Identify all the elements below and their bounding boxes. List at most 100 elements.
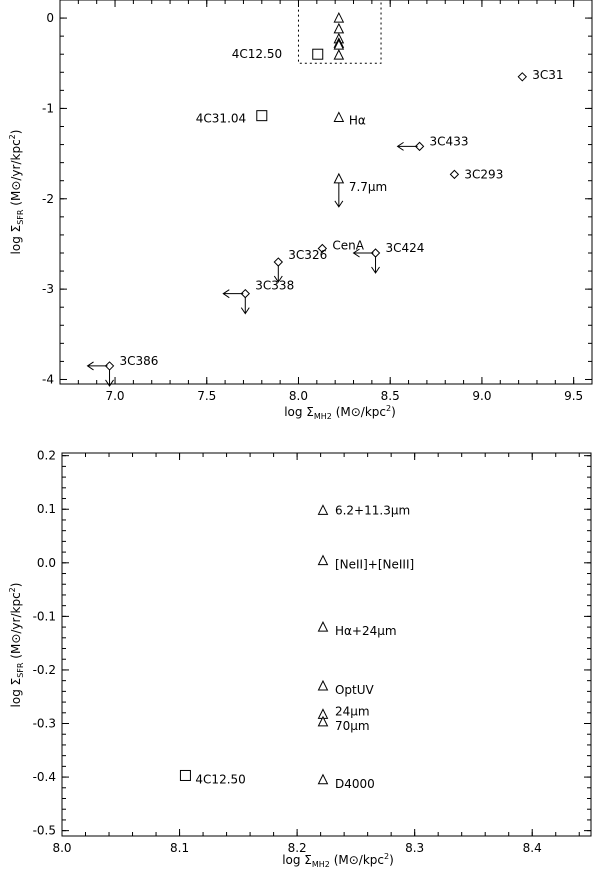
top-point-3c433: 3C433 — [396, 134, 469, 152]
bottom-point-d4000-label: D4000 — [335, 777, 375, 791]
top-point-3c433-marker — [414, 141, 425, 152]
top-point-h-marker — [333, 111, 345, 122]
top-x-tick-label: 7.5 — [197, 389, 216, 403]
top-point-3c31: 3C31 — [517, 68, 564, 82]
bottom-point-neii-neiii: [NeII]+[NeIII] — [317, 554, 414, 572]
bottom-point-neii-neiii-marker — [317, 554, 329, 566]
bottom-point-6-2-11-3-m-marker — [317, 504, 329, 515]
bottom-point-6-2-11-3-m-label: 6.2+11.3μm — [335, 503, 410, 517]
top-plot-frame — [59, 0, 593, 385]
top-point-cena-marker — [317, 243, 328, 254]
bottom-plot-frame — [61, 452, 592, 837]
top-point-3c386-label: 3C386 — [120, 354, 159, 368]
bottom-point-4c12-50: 4C12.50 — [179, 769, 246, 786]
top-point-3c424-label: 3C424 — [386, 241, 425, 255]
bottom-data-points: 6.2+11.3μm [NeII]+[NeIII] Hα+24μm OptUV 24μm… — [179, 503, 414, 791]
bottom-point-70-m: 70μm — [317, 715, 370, 733]
top-point-cena-label: CenA — [332, 238, 364, 252]
bottom-x-tick-label: 8.4 — [523, 841, 542, 855]
top-point-4c12-50-marker — [312, 48, 324, 60]
bottom-point-6-2-11-3-m: 6.2+11.3μm — [317, 503, 410, 517]
top-point-7-7-m-label: 7.7μm — [349, 180, 387, 194]
bottom-x-tick-label: 8.2 — [288, 841, 307, 855]
bottom-point-4c12-50-marker — [179, 769, 191, 781]
top-point-4c12-50-label: 4C12.50 — [232, 47, 282, 61]
bottom-x-tick-label: 8.3 — [405, 841, 424, 855]
top-point-3c293: 3C293 — [449, 167, 503, 181]
top-point-3c433-left-arrow — [396, 141, 418, 151]
top-point-estimator-8 — [333, 48, 345, 60]
top-point-3c326-marker — [273, 257, 284, 267]
bottom-point-4c12-50-label: 4C12.50 — [195, 772, 245, 786]
top-x-tick-label: 8.5 — [381, 389, 400, 403]
top-point-3c424: 3C424 — [352, 241, 425, 274]
top-point-3c326-down-arrow — [273, 266, 283, 283]
top-point-3c433-label: 3C433 — [430, 134, 469, 148]
top-data-points: 4C12.50 4C31.04 Hα 7.7μm 3C31 3C433 3C293 CenA 3… — [86, 11, 564, 387]
top-y-tick-label: -4 — [42, 372, 54, 386]
top-axis-ticks: 7.0 7.5 8.0 8.5 9.0 9.5 -4 -3 -2 -1 0 — [42, 0, 593, 403]
bottom-point-neii-neiii-label: [NeII]+[NeIII] — [335, 558, 414, 572]
bottom-y-tick-label: -0.4 — [33, 770, 56, 784]
top-point-estimator-4-marker — [333, 22, 345, 34]
top-point-3c31-label: 3C31 — [532, 68, 563, 82]
bottom-x-tick-label: 8.0 — [52, 841, 71, 855]
top-x-tick-label: 9.5 — [564, 389, 583, 403]
top-x-tick-label: 7.0 — [105, 389, 124, 403]
top-point-7-7-m: 7.7μm — [333, 172, 387, 208]
top-point-estimator-3-marker — [333, 11, 345, 23]
top-point-4c31-04: 4C31.04 — [196, 110, 268, 126]
bottom-point-h-24-m: Hα+24μm — [317, 620, 397, 638]
bottom-point-70-m-marker — [317, 715, 329, 727]
bottom-point-h-24-m-label: Hα+24μm — [335, 624, 397, 638]
top-point-4c12-50: 4C12.50 — [232, 47, 324, 61]
bottom-y-tick-label: -0.2 — [33, 663, 56, 677]
bottom-x-tick-label: 8.1 — [170, 841, 189, 855]
top-point-7-7-m-marker — [333, 172, 345, 184]
top-x-tick-label: 9.0 — [472, 389, 491, 403]
top-point-estimator-3 — [333, 11, 345, 23]
bottom-point-d4000: D4000 — [317, 773, 375, 791]
bottom-y-tick-label: -0.1 — [33, 609, 56, 623]
bottom-point-70-m-label: 70μm — [335, 719, 370, 733]
top-point-3c386-down-arrow — [105, 369, 114, 387]
top-y-tick-label: -3 — [42, 282, 54, 296]
bottom-y-tick-label: -0.3 — [33, 717, 56, 731]
top-point-cena: CenA — [317, 238, 365, 254]
bottom-point-optuv-marker — [317, 679, 329, 691]
top-point-3c326: 3C326 — [273, 248, 327, 283]
top-point-3c338-down-arrow — [240, 297, 250, 315]
bottom-y-tick-label: 0.2 — [37, 449, 56, 463]
bottom-point-optuv: OptUV — [317, 679, 375, 697]
top-x-tick-label: 8.0 — [289, 389, 308, 403]
bottom-point-h-24-m-marker — [317, 620, 329, 632]
top-point-h: Hα — [333, 111, 366, 127]
bottom-x-axis-label: log ΣMH2 (M⊙/kpc2) — [282, 852, 394, 869]
top-point-3c338-label: 3C338 — [255, 279, 294, 293]
top-point-estimator-8-marker — [333, 48, 345, 60]
top-y-axis-label: log ΣSFR (M⊙/yr/kpc2) — [8, 130, 25, 255]
top-point-3c386: 3C386 — [86, 354, 159, 387]
top-point-7-7-m-down-arrow — [334, 182, 344, 208]
bottom-y-axis-label: log ΣSFR (M⊙/yr/kpc2) — [8, 583, 25, 708]
top-point-estimator-4 — [333, 22, 345, 34]
bottom-point-24-m: 24μm — [317, 704, 370, 719]
bottom-axis-ticks: 8.0 8.1 8.2 8.3 8.4 -0.5 -0.4 -0.3 -0.2 -0.1 0.0 0.… — [33, 449, 591, 855]
bottom-point-optuv-label: OptUV — [335, 683, 375, 697]
top-point-3c424-down-arrow — [371, 256, 380, 274]
top-point-3c293-marker — [449, 169, 460, 180]
top-y-tick-label: -1 — [42, 101, 54, 115]
top-point-3c293-label: 3C293 — [464, 167, 503, 181]
top-point-4c31-04-marker — [256, 110, 268, 122]
top-point-h-label: Hα — [349, 113, 366, 127]
top-point-3c424-left-arrow — [352, 248, 374, 258]
bottom-point-d4000-marker — [317, 773, 329, 785]
top-x-axis-label: log ΣMH2 (M⊙/kpc2) — [284, 404, 396, 421]
bottom-y-tick-label: -0.5 — [33, 824, 56, 838]
top-chart-panel: 7.0 7.5 8.0 8.5 9.0 9.5 -4 -3 -2 -1 0 4C12.50 4C31.… — [8, 0, 593, 421]
top-y-tick-label: -2 — [42, 192, 54, 206]
top-y-tick-label: 0 — [46, 11, 54, 25]
bottom-y-tick-label: 0.0 — [37, 556, 56, 570]
